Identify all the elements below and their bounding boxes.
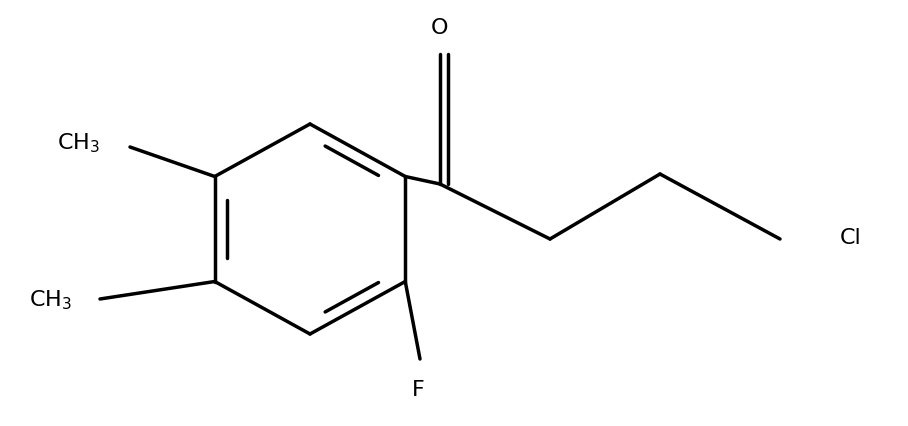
Text: CH$_3$: CH$_3$ (29, 288, 72, 311)
Text: O: O (431, 18, 449, 38)
Text: Cl: Cl (840, 227, 862, 248)
Text: F: F (411, 379, 424, 399)
Text: CH$_3$: CH$_3$ (57, 131, 100, 155)
